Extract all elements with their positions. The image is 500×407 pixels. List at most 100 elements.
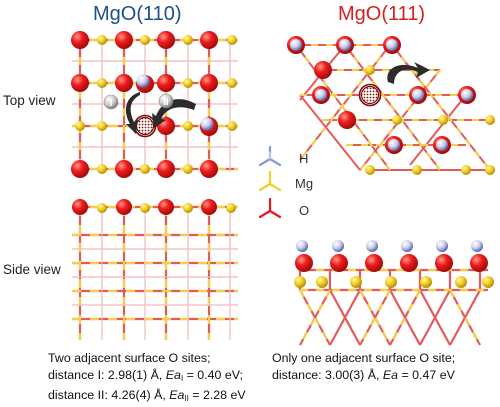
path-marker-i-label: I: [110, 98, 113, 109]
magnesium-atom: [97, 203, 107, 213]
magnesium-atom: [183, 164, 193, 174]
mgo111-side-atoms: [294, 240, 494, 288]
magnesium-atom: [365, 65, 375, 75]
oxygen-atom: [71, 160, 89, 178]
hydrogen-atom: [471, 240, 483, 252]
magnesium-atom: [183, 78, 193, 88]
magnesium-atom: [183, 121, 193, 131]
oxygen-atom: [157, 160, 175, 178]
magnesium-atom: [140, 35, 150, 45]
magnesium-atom: [227, 78, 237, 88]
magnesium-atom: [97, 35, 107, 45]
oxygen-atom: [115, 74, 133, 92]
surface-hydroxyl: [287, 36, 305, 54]
mgo111-diffusion-arrow: [387, 62, 430, 84]
magnesium-atom: [485, 165, 495, 175]
oxygen-atom: [157, 31, 175, 49]
oxygen-atom: [200, 31, 218, 49]
surface-hydroxyl: [385, 136, 403, 154]
magnesium-atom: [183, 203, 193, 213]
oxygen-atom: [158, 199, 174, 215]
mgo110-side-surface-atoms: [72, 199, 236, 215]
mgo110-caption-line1: Two adjacent surface O sites;: [48, 351, 211, 365]
magnesium-atom: [226, 203, 236, 213]
h-atom-icon: [258, 145, 282, 167]
magnesium-atom: [97, 164, 107, 174]
hydrogen-atom: [436, 240, 448, 252]
magnesium-atom: [227, 35, 237, 45]
hydrogen-atom: [200, 117, 214, 131]
magnesium-atom: [438, 115, 448, 125]
magnesium-atom: [75, 121, 85, 131]
magnesium-atom: [455, 276, 467, 288]
surface-hydroxyl: [433, 136, 451, 154]
mgo111-top-bonds: [295, 44, 491, 171]
mgo111-caption-line1: Only one adjacent surface O site;: [272, 351, 456, 365]
mgo111-caption: Only one adjacent surface O site; distan…: [272, 350, 455, 384]
magnesium-atom: [183, 35, 193, 45]
hydrogen-atom: [136, 74, 150, 88]
mgo110-side-view: [72, 199, 238, 340]
hydrogen-atom: [296, 240, 308, 252]
path-marker-ii: II: [158, 93, 174, 109]
magnesium-atom: [140, 203, 150, 213]
oxygen-atom: [201, 199, 217, 215]
mgo110-caption-line2: distance I: 2.98(1) Å, EaI = 0.40 eV;: [48, 368, 243, 383]
legend-label-mg: Mg: [295, 176, 314, 191]
magnesium-atom: [365, 165, 375, 175]
hydrogen-atom: [332, 240, 344, 252]
path-marker-ii-label: II: [163, 97, 168, 108]
mgo110-title: MgO(110): [93, 3, 182, 25]
oxygen-atom: [72, 199, 88, 215]
oxygen-atom: [71, 31, 89, 49]
legend-label-h: H: [299, 151, 309, 166]
mgo110-caption: Two adjacent surface O sites; distance I…: [48, 350, 246, 407]
oxygen-atom: [338, 111, 356, 129]
oxygen-atom: [295, 254, 313, 272]
magnesium-atom: [482, 276, 494, 288]
side-view-label: Side view: [3, 262, 61, 277]
oxygen-atom: [330, 254, 348, 272]
magnesium-atom: [350, 276, 362, 288]
magnesium-atom: [97, 78, 107, 88]
magnesium-atom: [420, 276, 432, 288]
atom-legend: [258, 145, 282, 219]
path-i-arrow: [125, 92, 140, 134]
surface-hydroxyl: [336, 36, 354, 54]
oxygen-atom: [116, 199, 132, 215]
surface-hydroxyl: [458, 86, 476, 104]
mgo111-top-atoms: [287, 36, 495, 175]
surface-hydroxyl: [312, 86, 330, 104]
magnesium-atom: [316, 276, 328, 288]
target-oxygen-site: [360, 85, 380, 105]
oxygen-atom: [71, 74, 89, 92]
mgo111-caption-line2: distance: 3.00(3) Å, Ea = 0.47 eV: [272, 368, 455, 382]
magnesium-atom: [227, 121, 237, 131]
mgo111-top-view: [287, 36, 495, 175]
surface-hydroxyl: [383, 36, 401, 54]
magnesium-atom: [385, 276, 397, 288]
hydrogen-atom: [401, 240, 413, 252]
o-atom-icon: [258, 197, 282, 219]
mgo110-top-bonds: [72, 38, 238, 172]
mgo111-title: MgO(111): [338, 3, 426, 25]
magnesium-atom: [392, 115, 402, 125]
magnesium-atom: [97, 121, 107, 131]
surface-hydroxyl: [409, 86, 427, 104]
hydrogen-atom: [366, 240, 378, 252]
oxygen-atom: [314, 61, 332, 79]
magnesium-atom: [140, 164, 150, 174]
mgo110-top-view: I II: [71, 31, 238, 178]
oxygen-atom: [200, 160, 218, 178]
oxygen-atom: [115, 31, 133, 49]
oxygen-atom: [115, 160, 133, 178]
magnesium-atom: [461, 165, 471, 175]
oxygen-atom: [200, 74, 218, 92]
mgo110-top-atoms: [71, 31, 237, 178]
oxygen-atom: [365, 254, 383, 272]
oxygen-atom: [470, 254, 488, 272]
mgo111-side-view: [294, 240, 494, 346]
magnesium-atom: [412, 165, 422, 175]
mg-atom-icon: [258, 170, 282, 192]
